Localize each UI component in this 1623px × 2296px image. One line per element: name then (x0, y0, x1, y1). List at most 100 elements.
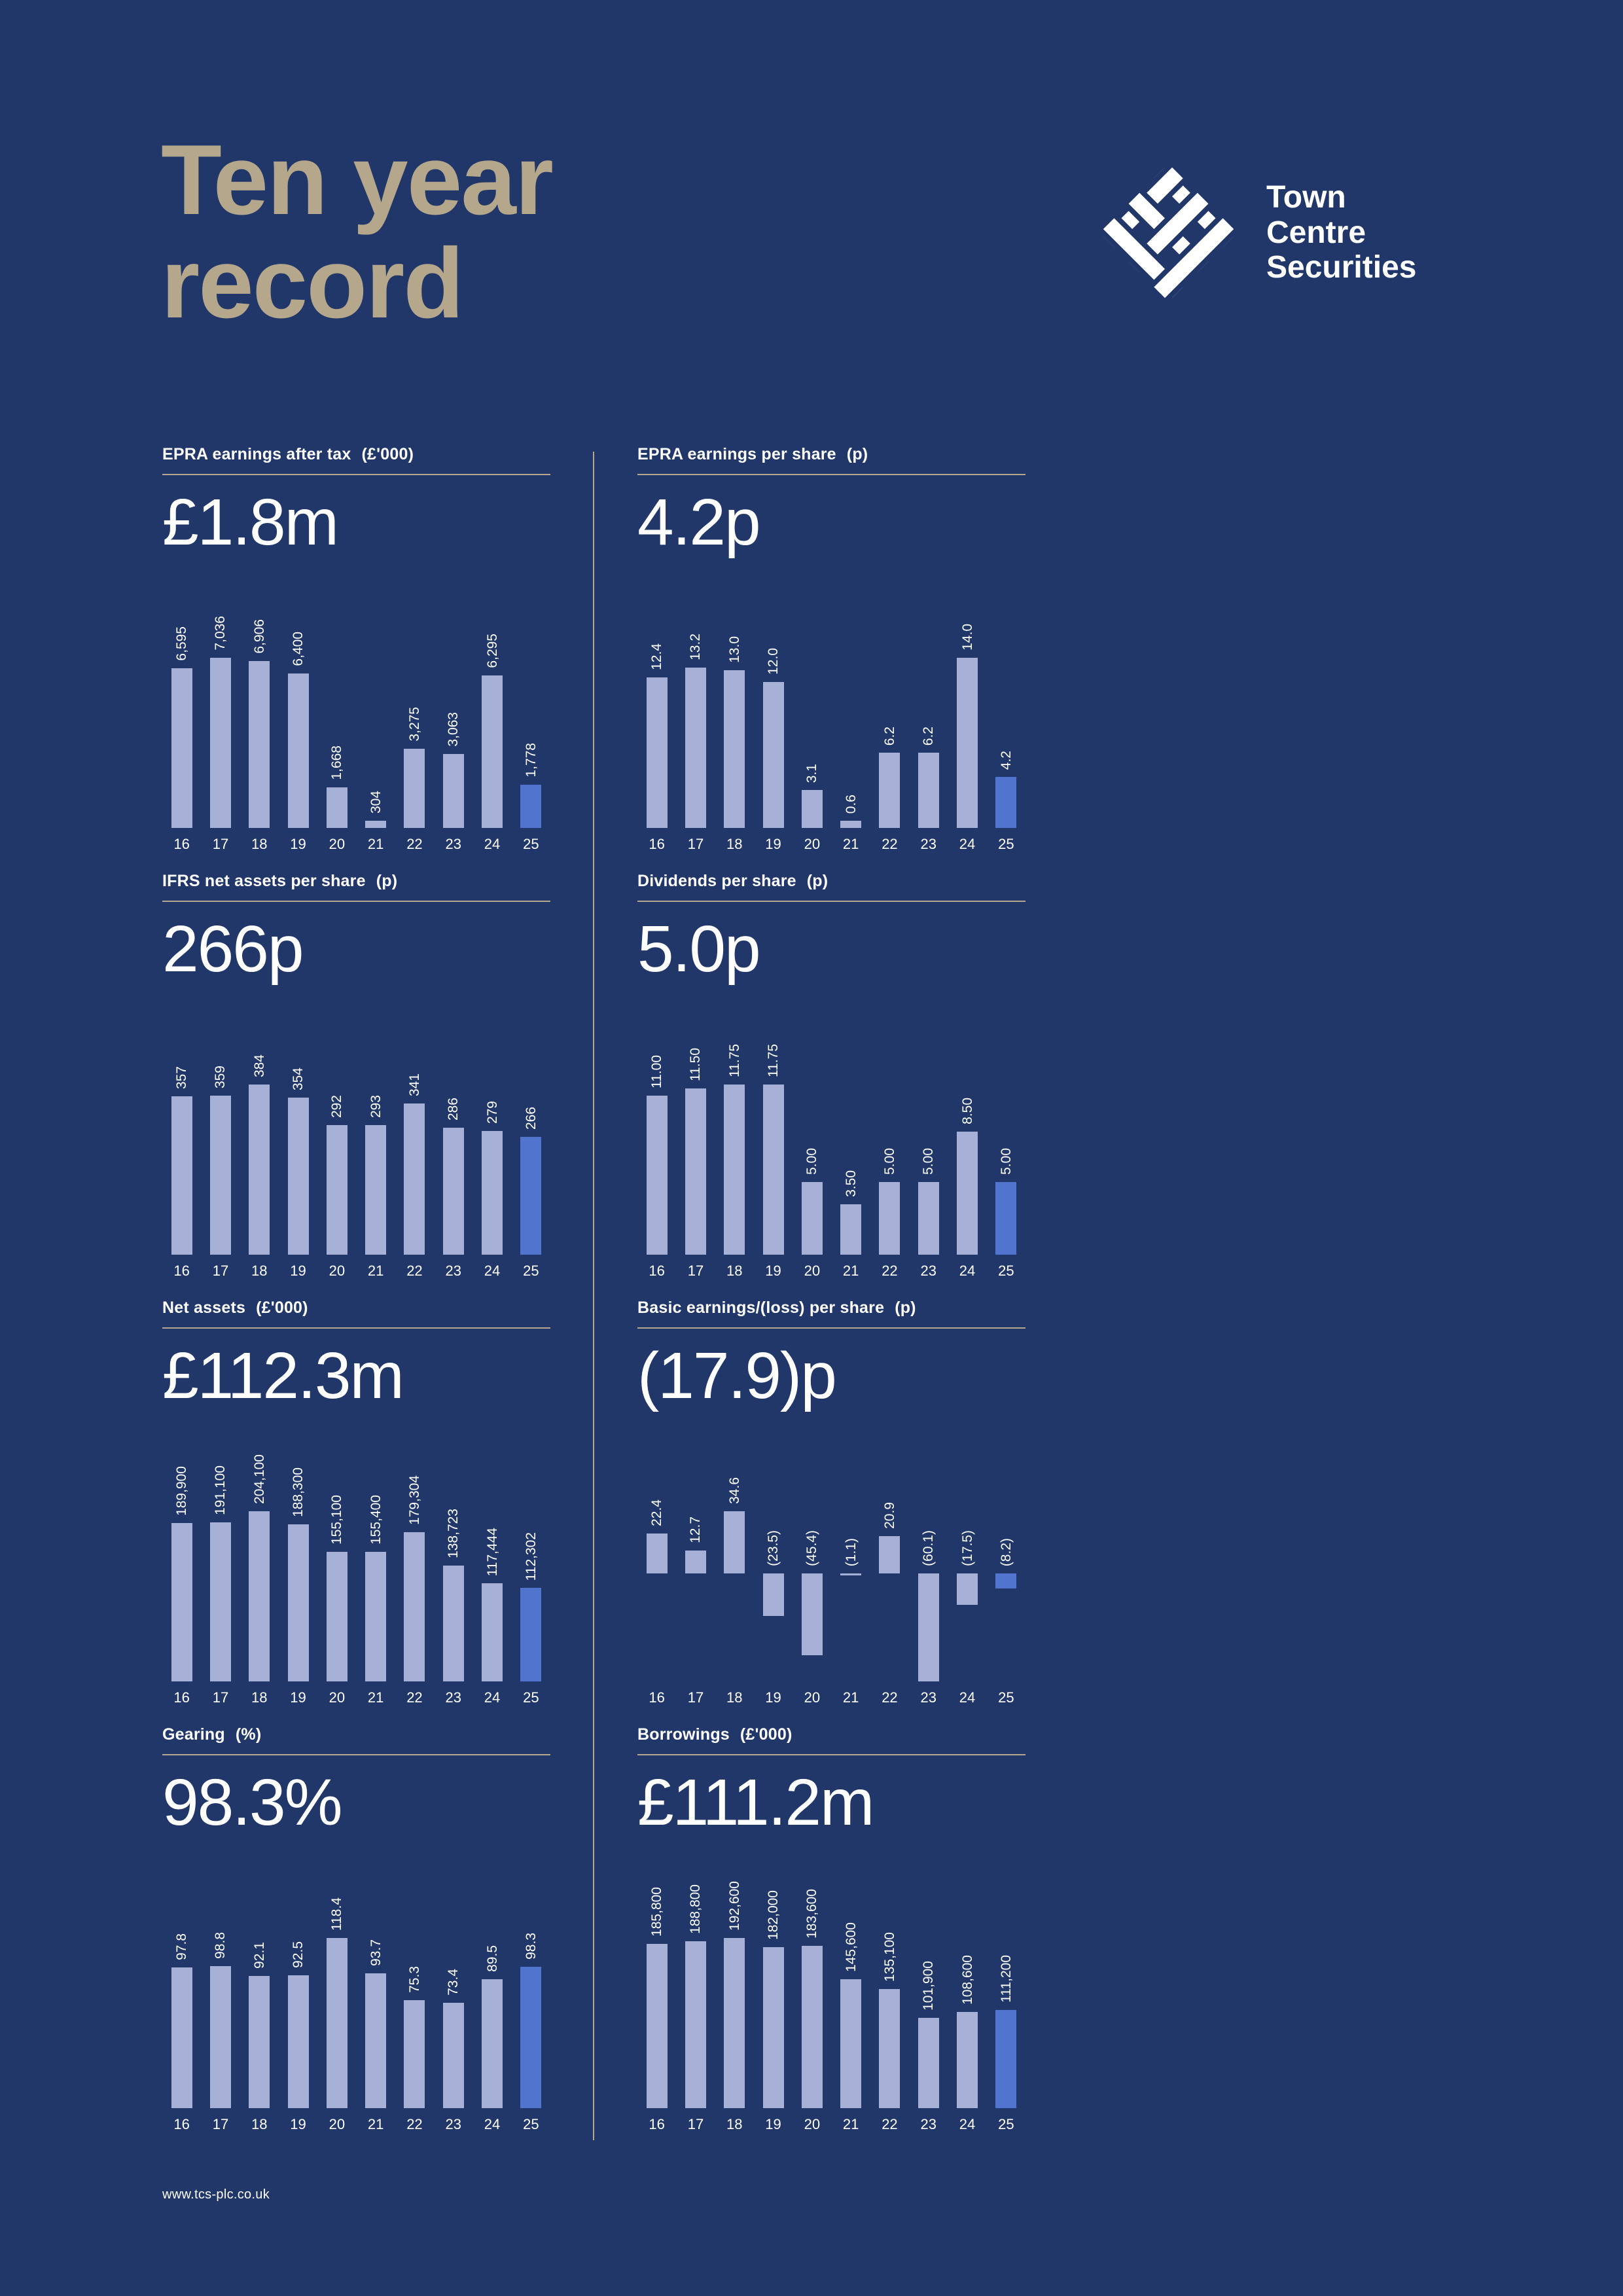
chart-title: EPRA earnings after tax (£'000) (162, 445, 550, 475)
plot-upper-zone: 4.2 (987, 560, 1026, 828)
bar-column: 12.4 16 (637, 560, 676, 853)
bar-column: (8.2) 25 (987, 1413, 1026, 1706)
chart-epra-earnings-after-tax: EPRA earnings after tax (£'000) £1.8m 6,595… (162, 445, 550, 872)
bar (724, 670, 745, 828)
bar-column: 279 24 (473, 986, 511, 1280)
bar-plot: 11.00 16 11.50 17 11.75 18 11.75 19 5.00 20 3.50 21… (637, 986, 1026, 1280)
year-label: 25 (523, 1689, 539, 1706)
bar (646, 1534, 668, 1573)
logo-text-line-2: Centre (1266, 215, 1366, 250)
bar (918, 1573, 939, 1681)
bar-column: 22.4 16 (637, 1413, 676, 1706)
company-logo-text: Town Centre Securities (1266, 180, 1416, 285)
bar-value-label: 183,600 (804, 1889, 820, 1939)
bar (249, 1085, 270, 1255)
bar-value-label: (45.4) (804, 1530, 820, 1566)
bar (482, 1979, 503, 2108)
bar-column: 11.75 19 (754, 986, 793, 1280)
plot-upper-zone: 188,300 (279, 1413, 317, 1681)
bar-column: 304 21 (356, 560, 395, 853)
chart-headline: 4.2p (637, 486, 761, 559)
plot-upper-zone: 179,304 (395, 1413, 434, 1681)
bar (249, 661, 270, 828)
logo-text-line-3: Securities (1266, 250, 1417, 285)
bar-column: (17.5) 24 (948, 1413, 986, 1706)
year-label: 24 (484, 1689, 501, 1706)
bar (482, 675, 503, 828)
bar-column: 3,063 23 (434, 560, 473, 853)
bar-value-label: 354 (291, 1067, 306, 1090)
bar-column: 1,778 25 (512, 560, 550, 853)
bar-value-label: 204,100 (251, 1454, 267, 1504)
bar-value-label: 34.6 (726, 1477, 742, 1504)
bar (879, 1989, 901, 2108)
plot-upper-zone: 145,600 (831, 1840, 870, 2108)
bar (365, 1552, 387, 1681)
plot-upper-zone: 22.4 (637, 1413, 676, 1573)
bar-column: 192,600 18 (715, 1840, 754, 2133)
chart-borrowings: Borrowings (£'000) £111.2m 185,800 16 188,800… (637, 1725, 1026, 2152)
year-label: 21 (842, 2116, 859, 2132)
year-label: 24 (484, 1263, 501, 1279)
bar-value-label: 97.8 (174, 1933, 190, 1960)
bar (520, 1588, 542, 1681)
bar-column: 14.0 24 (948, 560, 986, 853)
year-label: 23 (445, 836, 461, 852)
year-label: 25 (523, 1263, 539, 1279)
bar-column: 189,900 16 (162, 1413, 201, 1706)
bar-column: 155,100 20 (317, 1413, 356, 1706)
plot-upper-zone: 12.0 (754, 560, 793, 828)
bar-plot: 185,800 16 188,800 17 192,600 18 182,000 19 183,… (637, 1840, 1026, 2133)
bar-value-label: 359 (213, 1065, 228, 1088)
bar-column: 185,800 16 (637, 1840, 676, 2133)
column-divider-line (593, 452, 594, 2140)
year-label: 21 (842, 1263, 859, 1279)
bar-column: 13.0 18 (715, 560, 754, 853)
plot-upper-zone: 101,900 (909, 1840, 948, 2108)
bar-value-label: 1,778 (523, 743, 539, 778)
year-label: 21 (842, 836, 859, 852)
plot-upper-zone: 34.6 (715, 1413, 754, 1573)
plot-upper-zone: 89.5 (473, 1840, 511, 2108)
plot-upper-zone: (17.5) (948, 1413, 986, 1573)
bar-column: 89.5 24 (473, 1840, 511, 2133)
year-label: 20 (329, 2116, 346, 2132)
plot-lower-zone (987, 1573, 1026, 1681)
bar-column: 98.3 25 (512, 1840, 550, 2133)
bar-column: 384 18 (240, 986, 279, 1280)
plot-upper-zone: 183,600 (793, 1840, 831, 2108)
bar-column: (60.1) 23 (909, 1413, 948, 1706)
bar-plot: 6,595 16 7,036 17 6,906 18 6,400 19 1,668 20 304 21… (162, 560, 550, 853)
bar-value-label: 341 (406, 1073, 422, 1096)
bar (404, 1103, 425, 1255)
plot-upper-zone: 6,400 (279, 560, 317, 828)
bar-value-label: 93.7 (368, 1939, 383, 1966)
bar-value-label: 155,100 (329, 1495, 345, 1545)
chart-unit: (p) (376, 872, 398, 890)
bar (957, 2012, 978, 2108)
bar (365, 821, 387, 828)
year-label: 24 (484, 836, 501, 852)
bar-value-label: 266 (523, 1106, 539, 1130)
bar-column: 101,900 23 (909, 1840, 948, 2133)
chart-unit: (£'000) (740, 1725, 793, 1744)
bar-value-label: 279 (484, 1100, 500, 1124)
plot-upper-zone: 11.75 (715, 986, 754, 1255)
bar-column: 5.00 23 (909, 986, 948, 1280)
chart-title-text: EPRA earnings per share (637, 445, 836, 463)
chart-title-text: IFRS net assets per share (162, 872, 366, 890)
bar-column: 7,036 17 (201, 560, 240, 853)
chart-title: IFRS net assets per share (p) (162, 872, 550, 902)
plot-lower-zone (754, 1573, 793, 1681)
year-label: 25 (998, 836, 1014, 852)
plot-upper-zone: 112,302 (512, 1413, 550, 1681)
chart-title-text: Borrowings (637, 1725, 730, 1744)
bar (646, 1944, 668, 2108)
bar-column: 4.2 25 (987, 560, 1026, 853)
plot-upper-zone: 11.00 (637, 986, 676, 1255)
bar (762, 1573, 784, 1616)
plot-upper-zone: 135,100 (870, 1840, 909, 2108)
bar (685, 1088, 706, 1255)
bar (442, 2003, 464, 2108)
year-label: 16 (649, 836, 665, 852)
